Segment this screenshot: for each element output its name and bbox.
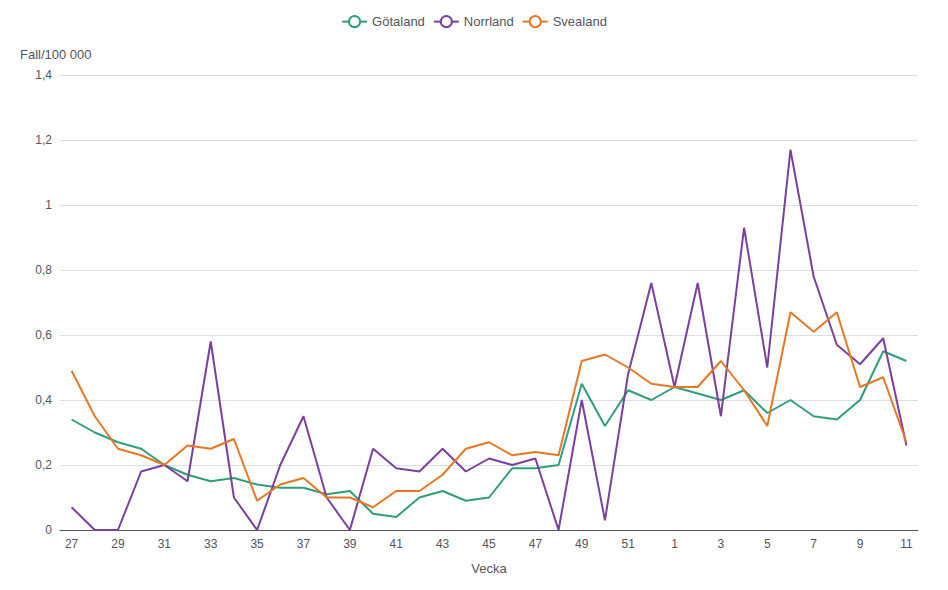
svg-text:0,6: 0,6	[35, 328, 52, 342]
svg-text:39: 39	[343, 537, 357, 551]
svg-text:41: 41	[390, 537, 404, 551]
svg-text:0,8: 0,8	[35, 263, 52, 277]
svg-text:9: 9	[857, 537, 864, 551]
svg-text:45: 45	[482, 537, 496, 551]
svg-text:0: 0	[45, 523, 52, 537]
svg-text:43: 43	[436, 537, 450, 551]
svg-text:Götaland: Götaland	[372, 14, 425, 29]
svg-text:0,4: 0,4	[35, 393, 52, 407]
svg-text:5: 5	[764, 537, 771, 551]
svg-text:Fall/100 000: Fall/100 000	[20, 47, 92, 62]
svg-text:1: 1	[671, 537, 678, 551]
svg-text:47: 47	[529, 537, 543, 551]
svg-text:Norrland: Norrland	[464, 14, 514, 29]
svg-text:27: 27	[65, 537, 79, 551]
svg-text:Vecka: Vecka	[471, 561, 507, 576]
svg-text:31: 31	[158, 537, 172, 551]
svg-text:0,2: 0,2	[35, 458, 52, 472]
svg-text:3: 3	[718, 537, 725, 551]
svg-text:33: 33	[204, 537, 218, 551]
svg-text:1: 1	[45, 198, 52, 212]
svg-text:51: 51	[621, 537, 635, 551]
svg-text:1,4: 1,4	[35, 68, 52, 82]
svg-text:37: 37	[297, 537, 311, 551]
svg-text:7: 7	[810, 537, 817, 551]
svg-text:11: 11	[900, 537, 913, 551]
svg-text:35: 35	[250, 537, 264, 551]
svg-text:49: 49	[575, 537, 589, 551]
svg-text:1,2: 1,2	[35, 133, 52, 147]
svg-text:Svealand: Svealand	[553, 14, 607, 29]
svg-text:29: 29	[111, 537, 125, 551]
